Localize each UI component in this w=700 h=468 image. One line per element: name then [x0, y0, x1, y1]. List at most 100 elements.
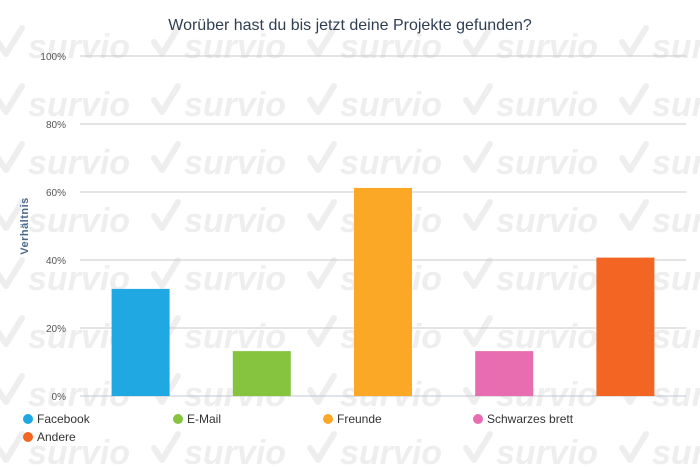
check-icon: [463, 83, 493, 115]
watermark-tile: survio: [0, 141, 130, 182]
check-icon: [0, 373, 25, 405]
legend-item[interactable]: Schwarzes brett: [473, 412, 574, 426]
watermark-tile: survio: [151, 141, 286, 182]
watermark-tile: survio: [0, 83, 130, 124]
watermark-tile: survio: [0, 199, 130, 240]
check-icon: [307, 431, 337, 463]
watermark-text: survio: [28, 144, 130, 182]
watermark-tile: survio: [619, 83, 700, 124]
check-icon: [0, 257, 25, 289]
check-icon: [463, 431, 493, 463]
y-axis-ticks: 0% 20% 40% 60% 80% 100%: [40, 52, 66, 403]
check-icon: [619, 141, 649, 173]
check-icon: [0, 199, 25, 231]
watermark-tile: survio: [0, 431, 130, 468]
watermark-tile: survio: [151, 83, 286, 124]
legend-marker: [23, 432, 33, 442]
watermark-text: survio: [652, 202, 700, 240]
y-tick-label: 60%: [46, 188, 66, 199]
check-icon: [463, 25, 493, 57]
check-icon: [619, 199, 649, 231]
watermark-text: survio: [652, 144, 700, 182]
watermark-tile: survio: [151, 25, 286, 66]
watermark-tile: survio: [151, 315, 286, 356]
watermark-text: survio: [652, 28, 700, 66]
chart-title: Worüber hast du bis jetzt deine Projekte…: [168, 17, 532, 34]
check-icon: [463, 141, 493, 173]
check-icon: [307, 83, 337, 115]
watermark-tile: survio: [307, 141, 442, 182]
check-icon: [151, 431, 181, 463]
watermark-text: survio: [496, 202, 598, 240]
watermark-tile: survio: [619, 25, 700, 66]
watermark-text: survio: [28, 202, 130, 240]
watermark-tile: survio: [463, 25, 598, 66]
watermark-tile: survio: [619, 431, 700, 468]
bar-schwarzes-brett[interactable]: [475, 351, 534, 396]
check-icon: [151, 25, 181, 57]
bar-facebook[interactable]: [111, 288, 170, 396]
watermark-tile: survio: [0, 25, 130, 66]
watermark-tile: survio: [463, 199, 598, 240]
check-icon: [0, 83, 25, 115]
check-icon: [307, 141, 337, 173]
check-icon: [151, 199, 181, 231]
bar-andere[interactable]: [596, 257, 655, 396]
check-icon: [307, 315, 337, 347]
watermark-text: survio: [340, 434, 442, 468]
watermark-text: survio: [184, 260, 286, 298]
watermark-tile: survio: [307, 431, 442, 468]
watermark-tile: survio: [463, 141, 598, 182]
watermark-text: survio: [184, 318, 286, 356]
bars: [111, 187, 655, 396]
legend-marker: [473, 414, 483, 424]
legend-item[interactable]: Freunde: [323, 412, 382, 426]
check-icon: [619, 83, 649, 115]
check-icon: [151, 141, 181, 173]
watermark-tile: survio: [619, 199, 700, 240]
legend-item[interactable]: E-Mail: [173, 412, 221, 426]
y-axis-label: Verhältnis: [19, 197, 31, 255]
watermark-tile: survio: [0, 257, 130, 298]
watermark-text: survio: [184, 434, 286, 468]
legend-marker: [173, 414, 183, 424]
watermark-tile: survio: [463, 315, 598, 356]
watermark-tile: survio: [151, 199, 286, 240]
y-tick-label: 80%: [46, 120, 66, 131]
legend-item[interactable]: Facebook: [23, 412, 91, 426]
watermark-text: survio: [340, 28, 442, 66]
watermark-text: survio: [652, 376, 700, 414]
check-icon: [0, 431, 25, 463]
check-icon: [463, 199, 493, 231]
bar-e-mail[interactable]: [232, 351, 291, 396]
watermark-text: survio: [652, 318, 700, 356]
watermark-tile: survio: [463, 431, 598, 468]
check-icon: [151, 257, 181, 289]
check-icon: [0, 25, 25, 57]
check-icon: [151, 83, 181, 115]
check-icon: [0, 141, 25, 173]
watermark-tile: survio: [307, 25, 442, 66]
watermark-text: survio: [340, 144, 442, 182]
watermark-text: survio: [496, 318, 598, 356]
watermark-layer: survio survio survio survio survio survio surv…: [0, 25, 700, 468]
legend-label: Freunde: [337, 412, 382, 426]
watermark-text: survio: [496, 260, 598, 298]
y-tick-label: 20%: [46, 324, 66, 335]
y-tick-label: 100%: [40, 52, 66, 63]
legend-marker: [23, 414, 33, 424]
watermark-tile: survio: [463, 257, 598, 298]
bar-freunde[interactable]: [354, 187, 412, 396]
legend-label: Facebook: [37, 412, 91, 426]
watermark-text: survio: [184, 86, 286, 124]
watermark-text: survio: [28, 86, 130, 124]
check-icon: [307, 373, 337, 405]
watermark-tile: survio: [151, 257, 286, 298]
watermark-tile: survio: [619, 141, 700, 182]
watermark-text: survio: [184, 202, 286, 240]
legend-item[interactable]: Andere: [23, 430, 76, 444]
check-icon: [463, 257, 493, 289]
watermark-text: survio: [496, 28, 598, 66]
watermark-tile: survio: [307, 83, 442, 124]
